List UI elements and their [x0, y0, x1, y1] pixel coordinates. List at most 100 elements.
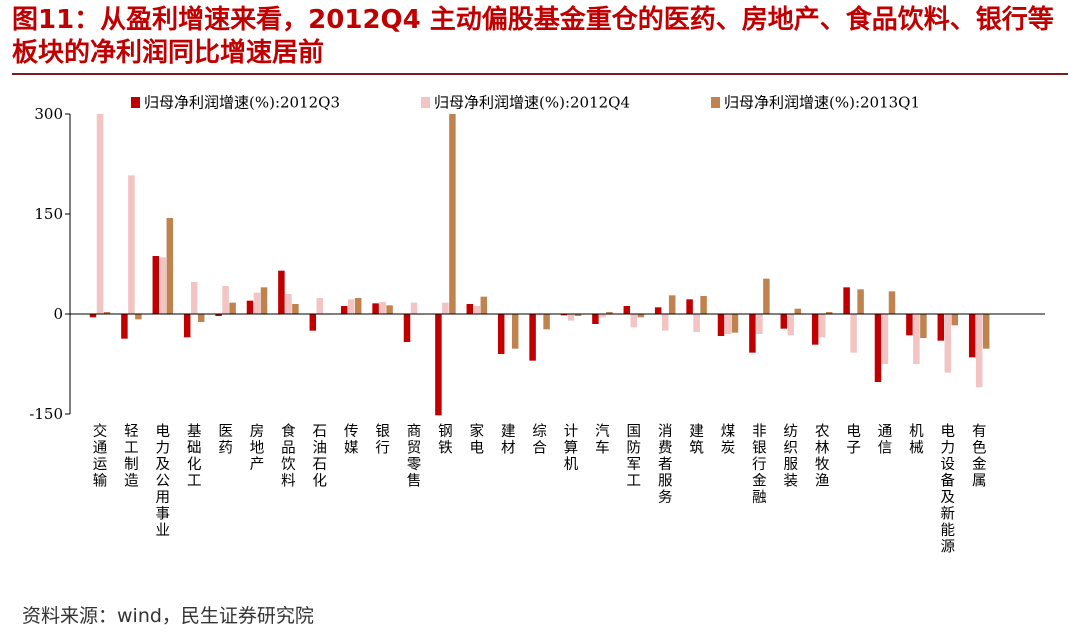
bar-1-28: [937, 314, 945, 341]
bar-1-15: [529, 314, 536, 361]
title-divider: [12, 73, 1068, 75]
x-category-label: 家电: [470, 423, 485, 457]
x-category-label: 轻工制造: [124, 423, 139, 490]
x-category-label: 汽车: [595, 423, 610, 457]
bar-2-28: [944, 314, 952, 373]
x-category-label: 石油石化: [313, 424, 328, 490]
bar-3-10: [386, 305, 393, 314]
bar-3-20: [700, 296, 707, 314]
bar-2-2: [128, 175, 135, 314]
bar-3-3: [166, 218, 174, 314]
bar-1-6: [246, 300, 254, 314]
bar-3-18: [637, 314, 645, 318]
x-category-label: 银行: [375, 423, 390, 457]
bar-3-17: [606, 312, 613, 314]
bar-2-17: [599, 314, 606, 318]
bar-1-22: [749, 314, 756, 353]
y-tick-label: -150: [29, 405, 63, 423]
bar-1-13: [466, 304, 474, 314]
x-category-label: 有色金属: [972, 423, 987, 490]
bar-3-25: [857, 289, 864, 314]
bar-2-20: [693, 314, 700, 332]
bar-3-29: [982, 314, 990, 349]
y-tick-label: 300: [34, 105, 63, 123]
bar-1-21: [717, 314, 725, 336]
bar-3-15: [543, 314, 550, 330]
x-category-label: 电力及公用事业: [156, 423, 171, 539]
x-category-label: 非银行金融: [752, 423, 767, 506]
bar-2-13: [473, 306, 481, 314]
bar-1-18: [623, 306, 631, 314]
bar-1-19: [654, 307, 662, 314]
bar-2-21: [724, 314, 732, 334]
bar-series: [89, 114, 990, 416]
bar-2-27: [913, 314, 920, 364]
bar-3-14: [511, 314, 519, 349]
bar-3-27: [920, 314, 927, 338]
bar-2-24: [818, 314, 826, 338]
bar-1-11: [403, 314, 411, 342]
bar-1-4: [183, 314, 191, 338]
x-category-label: 交通运输: [93, 422, 108, 490]
x-category-label: 医药: [218, 424, 233, 457]
bar-2-25: [850, 314, 857, 353]
bar-3-2: [135, 314, 142, 320]
bar-1-29: [968, 314, 976, 358]
bar-2-9: [347, 299, 355, 314]
bar-3-12: [449, 114, 456, 314]
legend-swatch-3: [711, 97, 720, 108]
x-category-label: 消费者服务: [658, 423, 673, 506]
bar-1-26: [874, 314, 882, 382]
bar-2-14: [504, 314, 512, 316]
bar-1-1: [89, 314, 97, 318]
x-category-label: 机械: [909, 423, 924, 457]
x-category-label: 钢铁: [438, 423, 453, 457]
y-tick-label: 0: [53, 305, 63, 323]
bar-2-6: [253, 292, 261, 314]
bar-1-7: [278, 270, 285, 314]
bar-1-16: [560, 314, 568, 316]
bar-1-20: [686, 299, 693, 314]
bar-3-16: [574, 314, 582, 316]
bar-2-7: [285, 294, 292, 314]
bar-2-19: [661, 314, 669, 331]
bar-3-5: [229, 302, 236, 314]
bar-2-16: [567, 314, 575, 321]
bar-1-17: [592, 314, 599, 324]
bar-3-7: [292, 304, 299, 314]
bar-2-4: [190, 282, 198, 314]
x-category-label: 电力设备及新能源: [941, 423, 956, 556]
x-category-label: 传媒: [344, 423, 359, 457]
x-category-label: 电子: [846, 423, 861, 457]
axes: 300 150 0 -150: [29, 105, 1045, 423]
source-note: 资料来源：wind，民生证券研究院: [22, 605, 314, 627]
x-category-label: 农林牧渔: [815, 423, 830, 490]
x-category-label: 煤炭: [721, 423, 736, 457]
bar-2-11: [410, 302, 418, 314]
bar-2-23: [787, 314, 795, 336]
bar-3-19: [668, 295, 676, 314]
legend-label-2: 归母净利润增速(%):2012Q4: [434, 94, 630, 112]
x-category-label: 建筑: [689, 423, 704, 457]
bar-1-8: [309, 314, 317, 331]
bar-1-5: [215, 314, 222, 316]
bar-3-21: [731, 314, 739, 333]
bar-2-10: [379, 302, 386, 314]
x-category-label: 建材: [501, 423, 516, 457]
bar-3-23: [794, 308, 802, 314]
bar-3-26: [888, 291, 896, 314]
bar-3-6: [260, 287, 268, 314]
bar-3-4: [197, 314, 205, 322]
bar-2-18: [630, 314, 638, 328]
legend-swatch-1: [131, 97, 140, 108]
bar-chart: 归母净利润增速(%):2012Q3 归母净利润增速(%):2012Q4 归母净利润增…: [29, 94, 1045, 556]
legend-label-1: 归母净利润增速(%):2012Q3: [144, 94, 340, 112]
bar-1-2: [121, 314, 128, 339]
bar-3-1: [103, 312, 111, 314]
x-category-label: 国防军工: [627, 424, 642, 490]
bar-1-14: [497, 314, 505, 354]
bar-2-29: [975, 314, 983, 388]
bar-1-12: [435, 314, 442, 416]
bar-2-12: [442, 302, 449, 314]
